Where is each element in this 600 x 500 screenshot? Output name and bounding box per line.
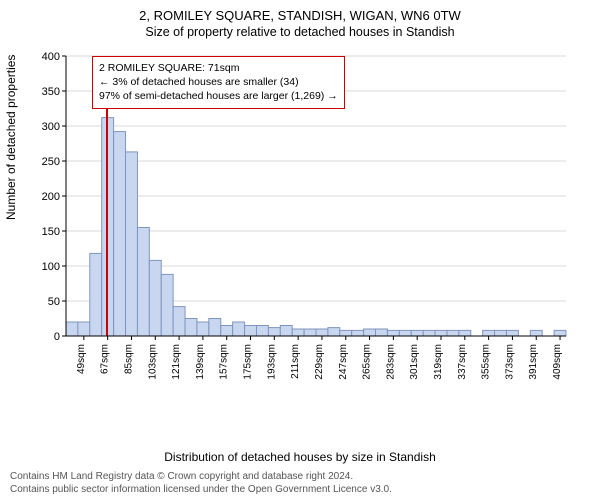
histogram-plot: 05010015020025030035040049sqm67sqm85sqm1…: [62, 52, 570, 392]
x-tick-label: 301sqm: [409, 344, 420, 380]
x-axis-title: Distribution of detached houses by size …: [0, 450, 600, 464]
histogram-bar: [364, 329, 376, 336]
x-tick-label: 103sqm: [147, 344, 158, 380]
histogram-bar: [185, 319, 197, 337]
histogram-bar: [376, 329, 388, 336]
x-tick-label: 175sqm: [243, 344, 254, 380]
annotation-line: ← 3% of detached houses are smaller (34): [99, 75, 338, 89]
x-tick-label: 247sqm: [338, 344, 349, 380]
x-tick-label: 67sqm: [100, 344, 111, 374]
page-subtitle: Size of property relative to detached ho…: [0, 23, 600, 39]
histogram-bar: [149, 260, 161, 336]
histogram-bar: [530, 330, 542, 336]
histogram-bar: [423, 330, 435, 336]
histogram-bar: [66, 322, 78, 336]
svg-text:150: 150: [42, 226, 60, 238]
histogram-bar: [209, 319, 221, 337]
histogram-bar: [387, 330, 399, 336]
x-tick-label: 265sqm: [362, 344, 373, 380]
histogram-bar: [459, 330, 471, 336]
x-tick-label: 283sqm: [385, 344, 396, 380]
x-tick-label: 337sqm: [457, 344, 468, 380]
histogram-bar: [506, 330, 518, 336]
x-tick-label: 49sqm: [76, 344, 87, 374]
x-tick-label: 157sqm: [219, 344, 230, 380]
x-tick-label: 373sqm: [504, 344, 515, 380]
x-tick-label: 211sqm: [290, 344, 301, 379]
histogram-bar: [304, 329, 316, 336]
svg-text:50: 50: [48, 296, 60, 308]
histogram-bar: [340, 330, 352, 336]
histogram-bar: [328, 328, 340, 336]
page-title: 2, ROMILEY SQUARE, STANDISH, WIGAN, WN6 …: [0, 0, 600, 23]
histogram-bar: [221, 326, 233, 337]
x-tick-label: 319sqm: [433, 344, 444, 380]
histogram-bar: [90, 253, 102, 336]
histogram-bar: [280, 326, 292, 337]
histogram-bar: [495, 330, 507, 336]
histogram-bar: [411, 330, 423, 336]
histogram-bar: [245, 326, 257, 337]
annotation-box: 2 ROMILEY SQUARE: 71sqm ← 3% of detached…: [92, 56, 345, 109]
histogram-bar: [316, 329, 328, 336]
histogram-bar: [197, 322, 209, 336]
histogram-bar: [352, 330, 364, 336]
svg-text:300: 300: [42, 121, 60, 133]
x-tick-label: 355sqm: [481, 344, 492, 380]
histogram-bar: [447, 330, 459, 336]
histogram-bar: [137, 228, 149, 337]
histogram-bar: [292, 329, 304, 336]
annotation-line: 97% of semi-detached houses are larger (…: [99, 89, 338, 103]
svg-text:200: 200: [42, 191, 60, 203]
copyright-line: Contains HM Land Registry data © Crown c…: [10, 471, 392, 484]
histogram-bar: [233, 322, 245, 336]
svg-text:0: 0: [54, 331, 60, 343]
x-tick-label: 121sqm: [171, 344, 182, 380]
histogram-bar: [554, 330, 566, 336]
copyright-line: Contains public sector information licen…: [10, 484, 392, 497]
y-axis-label: Number of detached properties: [4, 55, 18, 220]
svg-text:400: 400: [42, 51, 60, 63]
x-tick-label: 409sqm: [552, 344, 563, 380]
x-tick-label: 139sqm: [195, 344, 206, 380]
svg-text:350: 350: [42, 86, 60, 98]
histogram-bar: [161, 274, 173, 336]
annotation-line: 2 ROMILEY SQUARE: 71sqm: [99, 61, 338, 75]
histogram-bar: [78, 322, 90, 336]
histogram-bar: [126, 152, 138, 336]
svg-text:250: 250: [42, 156, 60, 168]
x-tick-label: 229sqm: [314, 344, 325, 380]
histogram-bar: [256, 326, 268, 337]
histogram-bar: [399, 330, 411, 336]
histogram-bar: [435, 330, 447, 336]
x-tick-label: 391sqm: [528, 344, 539, 380]
histogram-bar: [268, 328, 280, 336]
histogram-bar: [483, 330, 495, 336]
svg-text:100: 100: [42, 261, 60, 273]
histogram-bar: [173, 307, 185, 336]
x-tick-label: 193sqm: [266, 344, 277, 380]
x-tick-label: 85sqm: [123, 344, 134, 374]
copyright-notice: Contains HM Land Registry data © Crown c…: [10, 471, 392, 496]
histogram-bar: [114, 132, 126, 336]
